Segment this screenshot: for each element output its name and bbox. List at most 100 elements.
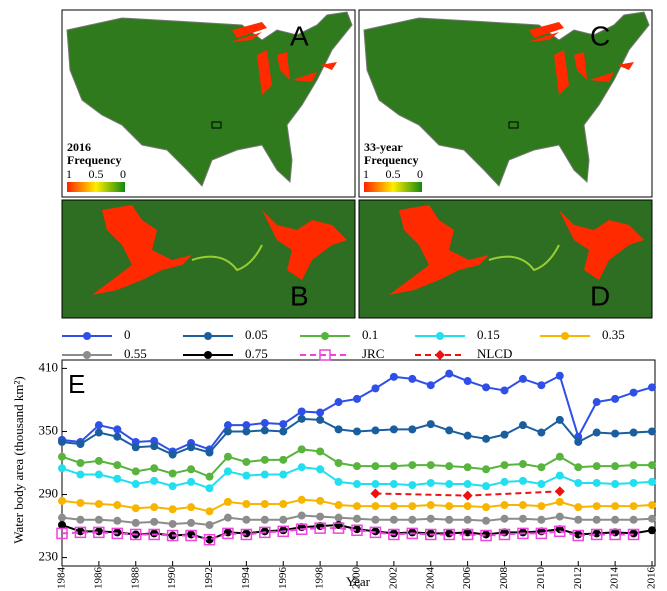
marker [371,480,379,488]
marker [279,500,287,508]
x-tick-label: 2004 [424,567,436,590]
legend-title: Frequency [67,153,121,167]
marker [464,463,472,471]
marker [242,516,250,524]
marker [261,500,269,508]
marker [76,471,84,479]
marker [537,463,545,471]
marker [353,480,361,488]
marker [316,513,324,521]
marker [537,502,545,510]
marker [298,512,306,520]
marker [556,513,564,521]
marker [169,520,177,528]
marker [279,427,287,435]
marker [76,459,84,467]
marker [298,463,306,471]
marker [574,479,582,487]
marker [76,527,84,535]
marker [555,486,565,496]
marker [501,515,509,523]
legend-label: 0.35 [602,327,625,342]
marker [648,383,656,391]
marker [298,415,306,423]
legend-marker [204,351,212,359]
marker [464,432,472,440]
marker [132,519,140,527]
marker [408,375,416,383]
colorbar-tick-label: 1 [363,167,369,181]
marker [316,447,324,455]
map [62,200,355,318]
marker [630,389,638,397]
marker [279,456,287,464]
marker [298,445,306,453]
marker [58,438,66,446]
marker [648,501,656,509]
marker [482,482,490,490]
marker [169,505,177,513]
marker [519,375,527,383]
marker [537,381,545,389]
marker [611,395,619,403]
x-tick-label: 1986 [92,567,104,590]
marker [261,456,269,464]
marker [353,502,361,510]
colorbar-tick-label: 1 [66,167,72,181]
panel-label: A [290,20,309,51]
x-axis-label: Year [346,574,371,589]
marker [95,457,103,465]
x-tick-label: 2010 [535,567,547,590]
marker [187,519,195,527]
marker [370,488,380,498]
legend-title: 2016 [67,140,91,154]
marker [482,435,490,443]
series-line [62,419,652,455]
x-tick-label: 1992 [203,567,215,589]
legend-label: 0 [124,327,131,342]
marker [482,517,490,525]
marker [630,461,638,469]
marker [224,467,232,475]
marker [501,461,509,469]
marker [501,501,509,509]
marker [371,384,379,392]
marker [390,425,398,433]
marker [574,463,582,471]
panel-label: C [590,20,610,51]
marker [593,462,601,470]
colorbar-tick-label: 0.5 [89,167,104,181]
marker [408,481,416,489]
marker [206,507,214,515]
marker [113,475,121,483]
marker [648,515,656,523]
marker [482,503,490,511]
marker [630,516,638,524]
marker [648,526,656,534]
x-tick-label: 1994 [240,567,252,590]
marker [371,426,379,434]
marker [390,502,398,510]
marker [593,429,601,437]
marker [58,497,66,505]
legend-marker [83,351,91,359]
marker [464,480,472,488]
marker [482,465,490,473]
marker [95,516,103,524]
marker [224,427,232,435]
marker [169,482,177,490]
marker [408,425,416,433]
marker [353,515,361,523]
marker [408,528,416,536]
marker [630,429,638,437]
legend-marker [83,332,91,340]
colorbar-tick-label: 0 [120,167,126,181]
legend-marker [436,332,444,340]
marker [463,491,473,501]
marker [556,416,564,424]
marker [279,471,287,479]
colorbar-tick-label: 0.5 [386,167,401,181]
marker [76,499,84,507]
marker [427,461,435,469]
marker [187,465,195,473]
